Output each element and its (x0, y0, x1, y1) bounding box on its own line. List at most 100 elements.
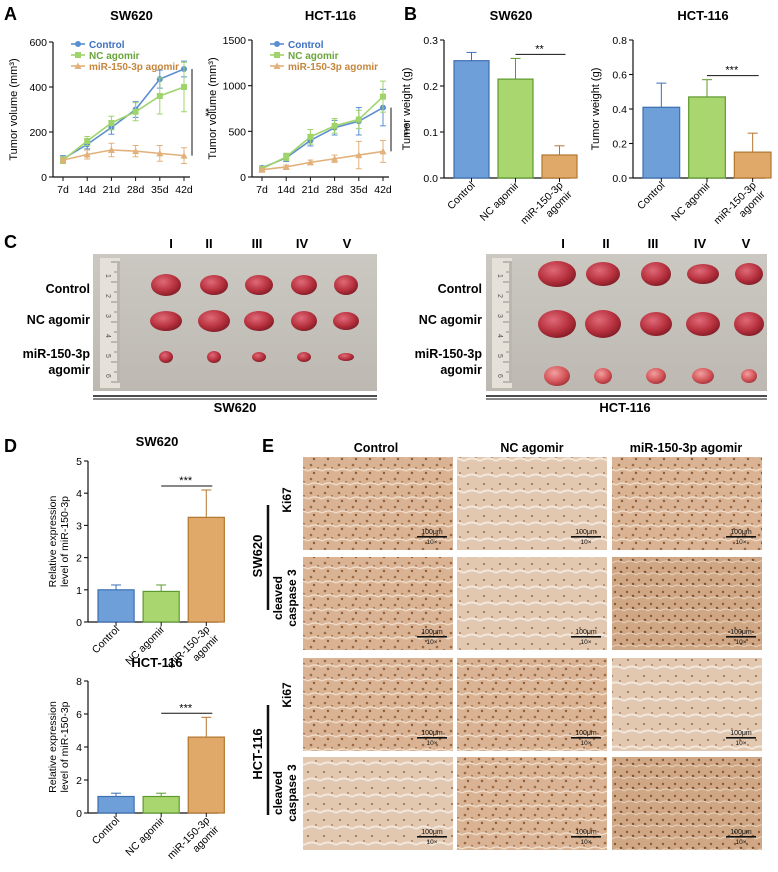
scale-bar (726, 636, 756, 638)
scale-bar (417, 536, 447, 538)
scale-bar (726, 737, 756, 739)
data-point (380, 93, 386, 100)
tumor (692, 368, 714, 384)
bar (688, 96, 726, 179)
sig-stars: ** (535, 43, 544, 55)
data-point (307, 133, 314, 140)
bar (497, 78, 534, 179)
data-point (180, 152, 188, 159)
y-tick-label: 500 (228, 126, 246, 138)
ruler-label: 3 (496, 314, 503, 318)
ruler-label: 5 (104, 354, 111, 358)
ihc-image (457, 658, 607, 751)
tumor (544, 366, 570, 386)
data-point (156, 149, 164, 157)
row-label-agomir: agomir (48, 363, 90, 377)
roman-label: V (742, 236, 751, 251)
tumor (150, 311, 182, 331)
data-point (355, 151, 363, 159)
x-tick-label: Control (445, 180, 477, 212)
scale-label: 100μm (575, 829, 597, 836)
ihc-image (303, 557, 453, 650)
scale-bar (571, 536, 601, 538)
bar (142, 795, 180, 814)
legend-marker (273, 62, 281, 69)
bar (733, 151, 772, 179)
scale-bar (571, 636, 601, 638)
scale-bar (726, 836, 756, 838)
y-tick-label: 200 (29, 127, 47, 139)
magnification-label: 10× (580, 539, 591, 546)
scale-bar (571, 836, 601, 838)
ihc-image (457, 757, 607, 850)
y-tick-label: 0.0 (612, 173, 627, 185)
y-tick-label: 0 (41, 172, 47, 184)
ruler-label: 6 (104, 374, 111, 378)
data-point (379, 147, 387, 155)
magnification-label: 10× (426, 539, 437, 546)
x-tick-label: 42d (374, 184, 392, 196)
series-line-0 (62, 68, 185, 160)
tumor (252, 352, 266, 362)
bar (142, 590, 180, 623)
ihc-image (612, 457, 762, 550)
x-tick-label: 35d (350, 184, 368, 196)
tumor-photo-hct116 (486, 254, 767, 391)
y-axis-label: Tumor weight (g) (401, 68, 413, 151)
tumor-volume-chart-hct116: HCT-116 0 500 1000 1500 7d 14d 21d 28d 35d 42d Tumo… (207, 8, 410, 196)
expression-chart-sw620: SW620 0 1 2 3 4 5 Relative expression level of m… (47, 434, 225, 671)
sig-stars: ** (199, 108, 211, 117)
ihc-panel: Control NC agomir miR-150-3p agomir SW62… (250, 441, 762, 850)
data-point (83, 151, 91, 158)
chart-title: HCT-116 (677, 8, 728, 23)
x-tick-label: 14d (277, 184, 295, 196)
roman-label: III (648, 236, 659, 251)
legend-label: miR-150-3p agomir (288, 62, 378, 73)
magnification-label: 10× (580, 639, 591, 646)
y-tick-label: 6 (76, 709, 82, 721)
x-tick-label: 7d (256, 184, 268, 196)
ihc-col-mir150: miR-150-3p agomir (630, 441, 743, 455)
bar (187, 516, 225, 623)
panel-label-d: D (4, 436, 17, 456)
tumor (200, 275, 228, 295)
legend-label: NC agomir (89, 51, 140, 62)
tumor (586, 262, 620, 286)
tumor-volume-chart-sw620: SW620 0 200 400 600 7d 14d 21d 28d 35d 42d Tumor vo… (8, 8, 211, 196)
ruler-label: 6 (496, 374, 503, 378)
y-axis-label: level of miR-150-3p (59, 496, 71, 587)
data-point (355, 116, 362, 123)
ruler-label: 4 (496, 334, 503, 338)
data-point (84, 138, 91, 144)
tumor (151, 274, 181, 296)
stain-label-caspase3: caspase 3 (285, 764, 299, 822)
roman-label: II (602, 236, 609, 251)
series-line-1 (62, 86, 185, 161)
data-point (108, 120, 115, 126)
tumor (334, 275, 358, 295)
tumor (338, 353, 354, 361)
magnification-label: 10× (735, 539, 746, 546)
scale-label: 100μm (730, 730, 752, 737)
y-tick-label: 0.2 (423, 81, 438, 93)
roman-label: II (205, 236, 212, 251)
tumor (646, 368, 666, 384)
x-tick-label: NC agomir (123, 814, 167, 858)
x-tick-label: NC agomir (478, 179, 522, 223)
scale-label: 100μm (575, 730, 597, 737)
magnification-label: 10× (735, 740, 746, 747)
y-tick-label: 0 (76, 808, 82, 820)
row-label-nc-agomir: NC agomir (27, 313, 90, 327)
scale-label: 100μm (421, 529, 443, 536)
tumor (734, 312, 764, 336)
tumor (640, 312, 672, 336)
scale-bar (571, 737, 601, 739)
ihc-image (303, 457, 453, 550)
data-point (331, 155, 339, 162)
roman-label: I (561, 236, 565, 251)
data-point (107, 146, 115, 153)
legend-label: Control (288, 40, 324, 51)
x-tick-label: 42d (175, 184, 193, 196)
chart-title: SW620 (136, 434, 179, 449)
